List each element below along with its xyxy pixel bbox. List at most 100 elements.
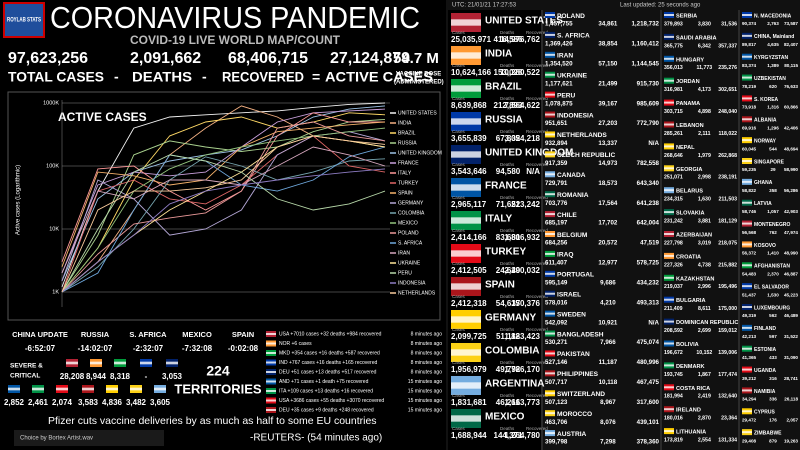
flag-stripe [266, 371, 276, 373]
country-name: BELARUS [676, 189, 703, 195]
feed-time: 8 minutes ago [411, 341, 443, 347]
recovered: 7,564,622 [504, 101, 540, 110]
flag-stripe [545, 412, 555, 415]
flag-stripe [742, 389, 752, 392]
country-name: PAKISTAN [557, 351, 590, 358]
column-header: Recovered [526, 261, 548, 266]
total-label: TOTAL CASES [8, 69, 104, 85]
flag-stripe [266, 399, 276, 402]
column-header: Recovered [526, 96, 548, 101]
recovered: 2,057 [787, 418, 799, 423]
flag-stripe [266, 409, 276, 411]
severe-value: 2,852 [4, 398, 25, 407]
recovered: 302,651 [718, 87, 737, 93]
severe-label: CRITICAL [10, 373, 40, 380]
deaths: 1,530 [767, 292, 779, 297]
country-name: BRAZIL [485, 82, 522, 93]
subtitle: COVID-19 LIVE WORLD MAP/COUNT [130, 33, 341, 47]
deaths: 4,898 [698, 109, 711, 115]
deaths: 57,150 [598, 60, 617, 67]
cases: 29,408 [742, 438, 756, 443]
cases: 73,918 [742, 105, 756, 110]
flag-stripe [545, 113, 555, 116]
country-name: MOROCCO [557, 411, 592, 418]
country-name: ALBANIA [754, 118, 777, 124]
country-name: RUSSIA [485, 115, 523, 126]
country-name: EL SALVADOR [754, 284, 789, 290]
recovered: 47,519 [640, 240, 659, 247]
news-source: -REUTERS- (54 minutes ago) [250, 433, 382, 444]
country-name: NETHERLANDS [557, 132, 607, 139]
flag-stripe [664, 123, 674, 126]
country-name: UZBEKISTAN [754, 76, 786, 82]
flag-stripe [545, 173, 555, 176]
flag-stripe [545, 73, 555, 76]
country-name: ARGENTINA [485, 379, 544, 390]
flag-stripe [545, 213, 555, 216]
deaths: 3,830 [698, 21, 711, 27]
cases: 365,775 [664, 43, 683, 49]
cases: 59,235 [742, 167, 756, 172]
recovered: 378,360 [637, 439, 660, 446]
flag-stripe [545, 233, 555, 235]
country-name: COLOMBIA [485, 346, 539, 357]
flag-stripe [664, 167, 674, 170]
cases: 231,242 [664, 218, 683, 224]
flag-stripe [742, 347, 752, 350]
cases: 2,414,166 [451, 233, 487, 242]
flag-stripe [545, 33, 555, 36]
deaths: 9,686 [600, 279, 616, 286]
column-header: Recovered [526, 426, 548, 431]
column-header: Recovered [526, 228, 548, 233]
flag-stripe [106, 387, 118, 391]
cases: 25,035,971 [451, 35, 492, 44]
deaths: 562 [769, 313, 777, 318]
cases: 3,655,839 [451, 134, 487, 143]
flag-stripe [8, 387, 20, 391]
recovered: 317,600 [637, 399, 660, 406]
feed-text: NOR +6 cases [279, 341, 312, 347]
legend-label: S. AFRICA [398, 240, 423, 246]
flag-stripe [114, 361, 126, 365]
title: CORONAVIRUS PANDEMIC [50, 0, 420, 35]
recovered: 19,263 [784, 438, 798, 443]
last-updated: Last updated: 25 seconds ago [620, 3, 701, 9]
country-name: JORDAN [676, 79, 700, 85]
legend-label: PERU [398, 270, 412, 276]
deaths: 17,702 [598, 220, 617, 227]
country-name: LUXEMBOURG [754, 305, 790, 311]
country-name: CZECH REPUBLIC [557, 152, 615, 159]
recovered: 235,276 [718, 65, 737, 71]
deaths: 2,998 [698, 175, 711, 181]
flag-stripe [664, 320, 674, 323]
cases: 703,776 [545, 200, 568, 207]
flag-stripe [56, 387, 68, 391]
country-name: IRAQ [557, 252, 573, 259]
column-header: Cases [452, 96, 466, 101]
country-name: S. AFRICA [557, 33, 590, 40]
flag-stripe [742, 160, 752, 162]
total-value: 27,124,879 [330, 50, 410, 67]
recovered: 131,334 [718, 437, 737, 443]
column-header: Cases [452, 228, 466, 233]
deaths: 3,881 [698, 218, 711, 224]
recovered: 82,407 [784, 42, 798, 47]
cases: 2,412,318 [451, 299, 487, 308]
deaths: 1,979 [698, 153, 711, 159]
column-header: Deaths [500, 129, 515, 134]
cases: 542,092 [545, 319, 568, 326]
flag-stripe [451, 217, 481, 224]
recovered: 213,242 [511, 200, 540, 209]
flag-stripe [266, 333, 276, 335]
separator: = [312, 69, 320, 85]
column-header: Cases [452, 360, 466, 365]
country-name: PERU [557, 92, 576, 99]
deaths: 21,499 [598, 80, 617, 87]
flag-stripe [545, 312, 555, 315]
country-name: AZERBAIJAN [676, 232, 712, 238]
deaths: 1,867 [698, 372, 711, 378]
news-headline: Pfizer cuts vaccine deliveries by as muc… [48, 415, 377, 427]
recovered: 177,474 [718, 372, 737, 378]
flag-stripe [451, 151, 481, 158]
country-name: FRANCE [485, 181, 527, 192]
